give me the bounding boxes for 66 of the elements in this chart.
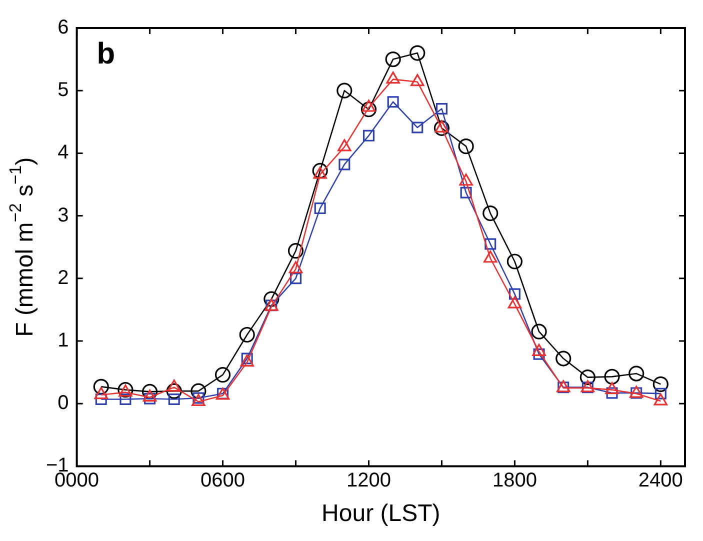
point	[336, 82, 352, 98]
point	[192, 392, 204, 404]
point	[652, 376, 668, 392]
point	[482, 205, 498, 222]
point	[459, 174, 473, 186]
point	[484, 238, 496, 250]
point	[312, 162, 328, 179]
point	[654, 393, 668, 406]
point	[508, 288, 520, 300]
point	[506, 254, 523, 270]
point	[605, 382, 619, 394]
point	[533, 348, 545, 360]
point	[239, 326, 255, 343]
point	[288, 243, 304, 259]
point	[628, 366, 644, 382]
point	[288, 261, 303, 274]
point	[338, 158, 350, 170]
point	[532, 344, 546, 356]
point	[214, 367, 231, 383]
point	[142, 390, 157, 402]
point	[434, 120, 450, 136]
point	[142, 384, 158, 400]
point	[241, 352, 253, 364]
x-axis-title: Hour (LST)	[322, 500, 440, 528]
point	[460, 186, 472, 198]
point	[166, 383, 182, 399]
point	[484, 250, 498, 263]
point	[94, 387, 108, 400]
x-tick-label: 0600	[200, 470, 246, 492]
point	[167, 380, 181, 392]
x-tick-label: 2400	[638, 470, 683, 492]
point	[458, 138, 474, 154]
point	[314, 202, 326, 214]
y-tick-label: 1	[58, 330, 69, 352]
y-tick-label: 5	[58, 79, 69, 102]
point	[436, 103, 448, 115]
y-tick-label: 3	[58, 204, 69, 226]
x-tick-label: 1800	[492, 470, 537, 492]
point	[290, 272, 302, 284]
point	[508, 296, 522, 308]
point	[93, 378, 109, 394]
point	[387, 96, 399, 108]
point	[410, 45, 426, 61]
point	[412, 122, 424, 134]
x-tick-label: 1200	[346, 470, 391, 492]
point	[264, 291, 280, 307]
point	[240, 354, 254, 367]
point	[604, 368, 620, 384]
point	[95, 393, 107, 405]
point	[556, 350, 572, 366]
point	[168, 393, 180, 405]
point	[385, 52, 401, 68]
point	[531, 324, 547, 340]
point	[606, 387, 618, 399]
y-axis-title: F (mmol m−2 s−1)	[6, 157, 39, 337]
point	[360, 102, 377, 118]
point	[362, 130, 374, 142]
y-tick-label: 2	[58, 266, 69, 289]
annotation: b	[96, 37, 116, 70]
y-tick-label: 4	[58, 142, 69, 164]
point	[120, 393, 132, 405]
point	[192, 394, 206, 406]
point	[580, 370, 596, 386]
y-tick-label: 6	[58, 16, 69, 39]
point	[190, 383, 206, 399]
y-tick-label: 0	[58, 392, 69, 414]
